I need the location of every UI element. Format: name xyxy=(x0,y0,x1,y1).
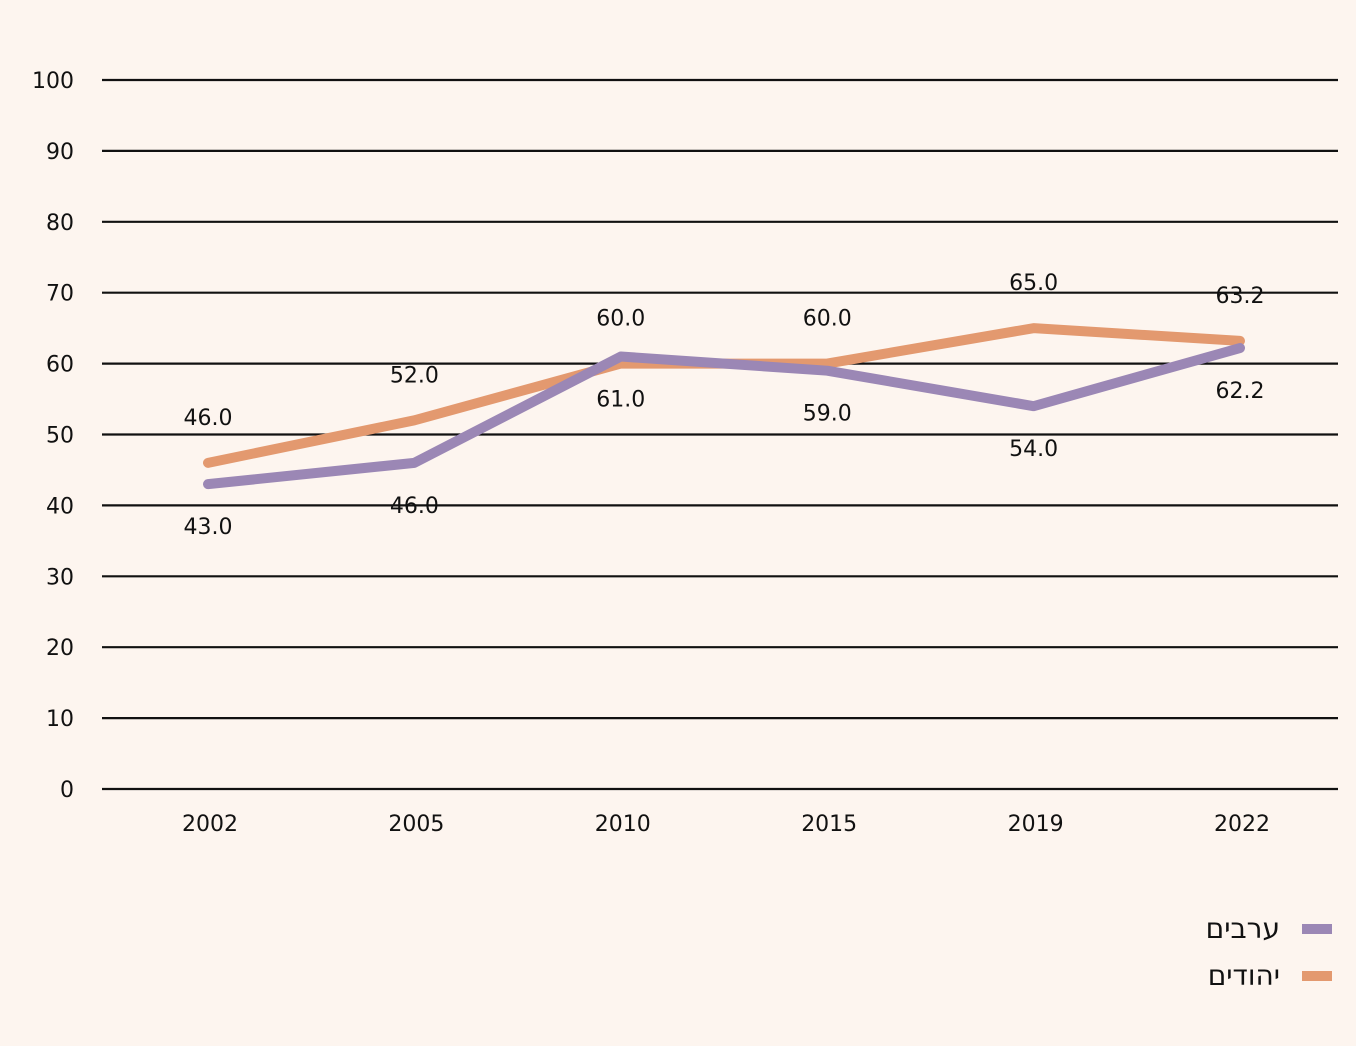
legend-label-jews: יהודים xyxy=(1207,959,1280,992)
x-tick-label: 2010 xyxy=(595,812,651,837)
data-label: 54.0 xyxy=(1009,437,1058,462)
data-label: 52.0 xyxy=(390,363,439,388)
y-tick-label: 30 xyxy=(46,565,74,590)
y-tick-label: 100 xyxy=(32,69,74,94)
data-label: 46.0 xyxy=(390,494,439,519)
x-tick-label: 2002 xyxy=(182,812,238,837)
series-lines xyxy=(203,323,1245,490)
y-tick-label: 60 xyxy=(46,353,74,378)
data-label: 65.0 xyxy=(1009,271,1058,296)
y-tick-label: 20 xyxy=(46,636,74,661)
y-tick-label: 70 xyxy=(46,282,74,307)
y-tick-label: 10 xyxy=(46,707,74,732)
data-label: 63.2 xyxy=(1216,284,1265,309)
data-label: 60.0 xyxy=(596,307,645,332)
legend-item-arabs[interactable]: ערבים xyxy=(1206,912,1332,945)
data-label: 59.0 xyxy=(803,402,852,427)
x-tick-label: 2005 xyxy=(388,812,444,837)
data-label: 43.0 xyxy=(184,515,233,540)
y-tick-label: 90 xyxy=(46,140,74,165)
legend-swatch-arabs xyxy=(1302,923,1332,934)
y-tick-label: 0 xyxy=(60,778,74,803)
data-label: 61.0 xyxy=(596,388,645,413)
x-tick-label: 2019 xyxy=(1008,812,1064,837)
legend-swatch-jews xyxy=(1302,970,1332,981)
data-labels: 46.0 52.0 60.0 60.0 65.0 63.2 43.0 46.0 61.0 59.0… xyxy=(184,271,1265,540)
y-tick-label: 40 xyxy=(46,494,74,519)
data-label: 62.2 xyxy=(1216,379,1265,404)
y-axis-tick-labels: 0 10 20 30 40 50 60 70 80 90 100 xyxy=(32,69,74,803)
series-line-1 xyxy=(203,343,1245,490)
x-tick-label: 2022 xyxy=(1214,812,1270,837)
gridlines xyxy=(102,78,1338,791)
y-tick-label: 80 xyxy=(46,211,74,236)
data-label: 46.0 xyxy=(184,406,233,431)
y-tick-label: 50 xyxy=(46,424,74,449)
x-axis-tick-labels: 2002 2005 2010 2015 2019 2022 xyxy=(182,812,1270,837)
legend-item-jews[interactable]: יהודים xyxy=(1208,959,1332,992)
x-tick-label: 2015 xyxy=(801,812,857,837)
legend-label-arabs: ערבים xyxy=(1205,912,1280,945)
legend: ערבים יהודים xyxy=(1206,912,1332,992)
data-label: 60.0 xyxy=(803,307,852,332)
